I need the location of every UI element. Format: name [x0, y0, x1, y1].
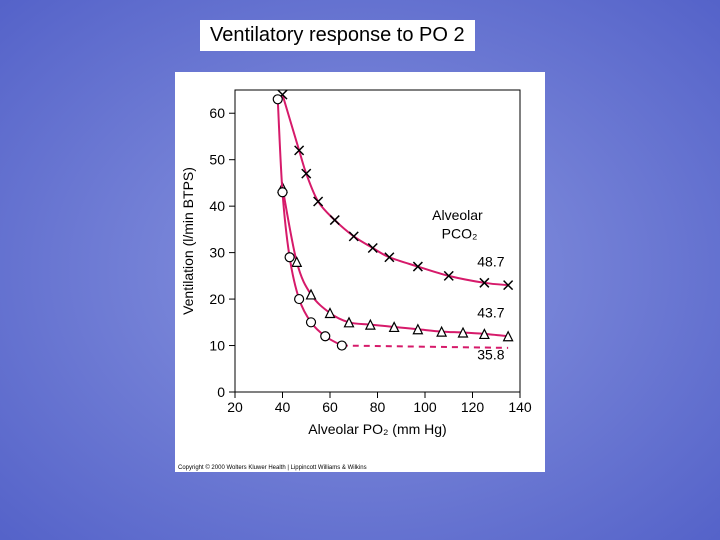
y-tick-label: 30 — [209, 245, 225, 261]
chart-inner-label: 48.7 — [477, 254, 504, 270]
x-tick-label: 40 — [275, 399, 291, 415]
y-axis-label: Ventilation (l/min BTPS) — [180, 167, 196, 315]
x-tick-label: 100 — [413, 399, 437, 415]
series-line-PCO2 48.7 — [283, 95, 509, 285]
chart-panel: 20 40 60 80 100 120 140 0 10 20 30 40 50 60 Alveolar P… — [175, 72, 545, 472]
slide: Ventilatory response to PO 2 20406080100… — [0, 0, 720, 540]
chart-inner-label: 43.7 — [477, 305, 504, 321]
x-tick-label: 140 — [508, 399, 532, 415]
y-tick-label: 50 — [209, 152, 225, 168]
x-tick-label: 60 — [322, 399, 338, 415]
y-tick-label: 60 — [209, 105, 225, 121]
x-tick-label: 120 — [461, 399, 485, 415]
x-axis-label: Alveolar PO₂ (mm Hg) — [308, 421, 446, 437]
chart-inner-label: Alveolar — [432, 207, 483, 223]
x-tick-label: 20 — [227, 399, 243, 415]
y-tick-label: 20 — [209, 291, 225, 307]
x-tick-label: 80 — [370, 399, 386, 415]
chart-svg: 20 40 60 80 100 120 140 0 10 20 30 40 50 60 Alveolar P… — [175, 72, 545, 472]
slide-title-text: Ventilatory response to PO 2 — [210, 24, 465, 46]
y-tick-label: 40 — [209, 198, 225, 214]
y-tick-label: 0 — [217, 384, 225, 400]
y-tick-label: 10 — [209, 338, 225, 354]
copyright-text: Copyright © 2000 Wolters Kluwer Health |… — [178, 465, 367, 471]
chart-inner-label: PCO₂ — [442, 226, 478, 242]
slide-title: Ventilatory response to PO 2 — [200, 20, 475, 51]
chart-inner-label: 35.8 — [477, 346, 504, 362]
copyright-line: Copyright © 2000 Wolters Kluwer Health |… — [175, 464, 370, 472]
